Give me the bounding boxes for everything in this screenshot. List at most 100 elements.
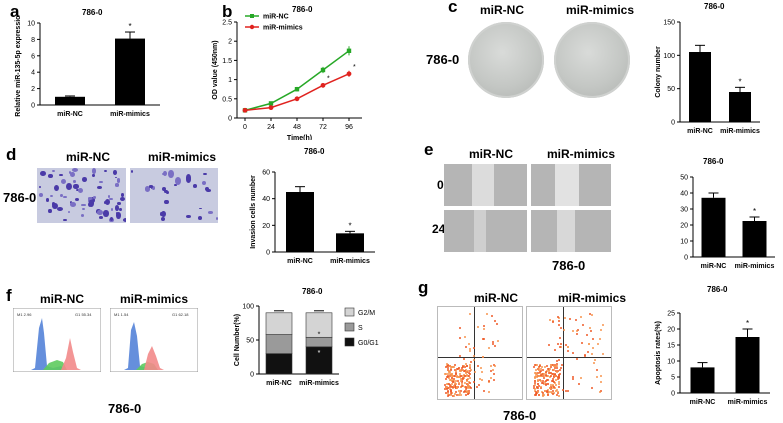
event-dot [462, 377, 465, 380]
event-dot [577, 382, 580, 385]
event-dot [447, 375, 450, 378]
stained-cell [116, 178, 121, 183]
stained-cell [82, 177, 88, 183]
e-x-tick-label: miR-NC [701, 263, 727, 270]
event-dot [491, 368, 494, 371]
event-dot [542, 375, 545, 378]
svg-text:G1 55.34: G1 55.34 [75, 312, 92, 317]
event-dot [458, 336, 461, 339]
event-dot [450, 365, 453, 368]
b-point [320, 67, 326, 73]
stained-cell [144, 186, 151, 192]
event-dot [468, 381, 471, 384]
chart-e: 01020304050Wound healing percentage(%)mi… [680, 175, 775, 270]
g-x-tick-label: miR-NC [690, 399, 716, 406]
b-point [294, 87, 300, 92]
event-dot [461, 380, 464, 383]
event-dot [466, 370, 469, 373]
event-dot [576, 333, 579, 336]
b-y-tick-label: 2 [228, 39, 232, 46]
event-dot [447, 365, 450, 368]
a-bar-1 [55, 96, 85, 105]
event-dot [488, 347, 491, 350]
b-point [320, 82, 326, 88]
invasion-image-mimics [130, 168, 218, 223]
event-dot [493, 320, 496, 323]
event-dot [444, 366, 447, 369]
stained-cell [69, 201, 76, 207]
chart-title-d: 786-0 [304, 147, 325, 156]
stained-cell [119, 207, 122, 212]
event-dot [454, 369, 457, 372]
event-dot [468, 347, 471, 350]
event-dot [453, 364, 456, 367]
f-x-tick-label: miR-NC [266, 380, 292, 387]
event-dot [558, 383, 561, 386]
event-dot [553, 364, 556, 367]
event-dot [547, 344, 550, 347]
f-segment-S [265, 334, 293, 354]
b-x-tick-label: 72 [319, 124, 327, 131]
event-dot [453, 365, 456, 368]
event-dot [450, 379, 453, 382]
event-dot [554, 387, 557, 390]
event-dot [487, 391, 490, 394]
event-dot [539, 370, 542, 373]
wound-image-nc-0h [444, 164, 527, 206]
event-dot [474, 370, 477, 373]
event-dot [557, 394, 560, 397]
event-dot [480, 378, 483, 381]
stained-cell [104, 199, 110, 206]
event-dot [551, 391, 554, 394]
event-dot [541, 390, 544, 393]
panel-label-d: d [6, 145, 17, 164]
event-dot [535, 386, 538, 389]
wound-image-mimics-24h [531, 210, 611, 252]
stained-cell [97, 209, 103, 216]
stained-cell [114, 205, 120, 211]
event-dot [461, 385, 464, 388]
event-dot [550, 387, 553, 390]
event-dot [449, 386, 452, 389]
event-dot [466, 383, 469, 386]
event-dot [591, 352, 594, 355]
event-dot [587, 351, 590, 354]
image-label-mimics-f: miR-mimics [120, 292, 189, 306]
event-dot [469, 386, 472, 389]
stained-cell [38, 185, 41, 188]
event-dot [561, 363, 564, 366]
event-dot [571, 330, 574, 333]
stained-cell [107, 195, 111, 199]
event-dot [536, 383, 539, 386]
event-dot [469, 313, 472, 316]
event-dot [468, 390, 471, 392]
event-dot [464, 368, 467, 371]
stained-cell [52, 202, 58, 209]
event-dot [560, 346, 563, 349]
g-y-tick-label: 20 [667, 327, 675, 334]
event-dot [596, 368, 599, 371]
event-dot [535, 373, 538, 376]
event-dot [456, 393, 459, 396]
event-dot [534, 382, 537, 385]
stained-cell [58, 173, 63, 177]
bottom-label-g: 786-0 [503, 408, 537, 423]
stained-cell [40, 171, 46, 177]
b-y-tick-label: 2.5 [222, 20, 232, 27]
event-dot [569, 317, 572, 320]
event-dot [599, 329, 602, 332]
event-dot [492, 378, 495, 381]
event-dot [461, 376, 464, 379]
event-dot [552, 368, 555, 371]
d-sig-mark: * [348, 221, 351, 230]
event-dot [556, 343, 559, 346]
event-dot [493, 345, 496, 348]
bottom-label-e: 786-0 [552, 258, 586, 273]
event-dot [448, 364, 451, 367]
event-dot [545, 374, 548, 377]
event-dot [536, 367, 539, 370]
event-dot [459, 378, 462, 381]
event-dot [452, 379, 455, 382]
g-y-label: Apoptosis rates(%) [655, 321, 662, 385]
event-dot [534, 380, 537, 383]
